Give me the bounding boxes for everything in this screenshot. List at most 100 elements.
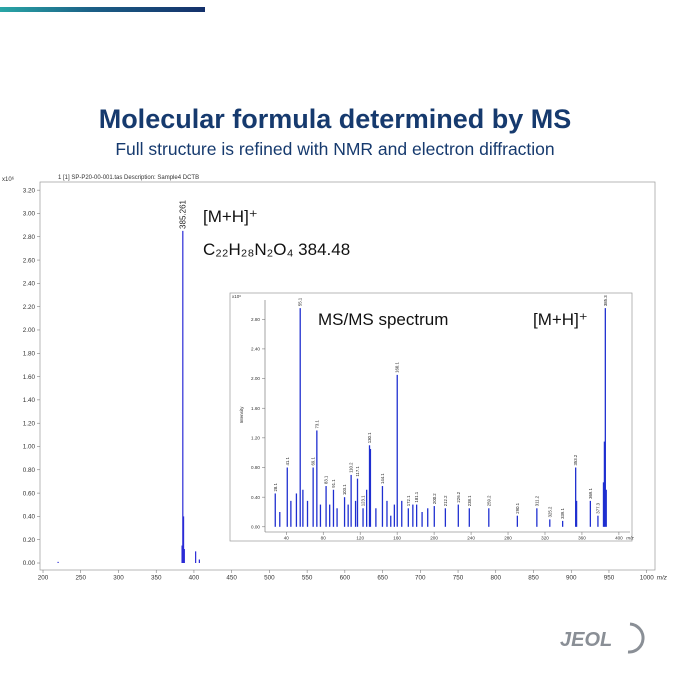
y-tick-label: 1.80 bbox=[23, 350, 36, 357]
y-tick-label: 3.20 bbox=[23, 187, 36, 194]
chart-header: 1 [1] SP-P20-00-001.tas Description: Sam… bbox=[58, 175, 199, 181]
peak-label: 325.2 bbox=[547, 506, 552, 517]
y-tick-label: 0.60 bbox=[23, 490, 36, 497]
y-tick-label: 1.00 bbox=[23, 444, 36, 451]
peak-label: 130.1 bbox=[367, 432, 372, 443]
y-tick-label: 0.80 bbox=[23, 467, 36, 474]
y-tick-label: 1.20 bbox=[23, 420, 36, 427]
y-tick-label: 2.40 bbox=[251, 347, 260, 352]
annotation: C₂₂H₂₈N₂O₄ 384.48 bbox=[203, 240, 350, 259]
peak-label: 83.1 bbox=[324, 475, 329, 484]
x-tick-label: 240 bbox=[467, 536, 475, 541]
x-tick-label: 300 bbox=[113, 574, 124, 581]
annotation: [M+H]⁺ bbox=[533, 310, 588, 329]
x-tick-label: 450 bbox=[226, 574, 237, 581]
peak-label: 377.3 bbox=[595, 502, 600, 513]
x-tick-label: 200 bbox=[430, 536, 438, 541]
x-tick-label: 400 bbox=[189, 574, 200, 581]
x-tick-label: 80 bbox=[321, 536, 327, 541]
y-tick-label: 0.80 bbox=[251, 465, 260, 470]
y-tick-label: 2.00 bbox=[23, 327, 36, 334]
peak-label: 200.2 bbox=[432, 493, 437, 504]
y-tick-label: 2.80 bbox=[23, 234, 36, 241]
peak-label: 91.1 bbox=[331, 479, 336, 488]
x-tick-label: 700 bbox=[415, 574, 426, 581]
peak-label: 212.2 bbox=[443, 495, 448, 506]
slide-title: Molecular formula determined by MS bbox=[99, 104, 572, 134]
x-tick-label: 800 bbox=[491, 574, 502, 581]
x-tick-label: 360 bbox=[578, 536, 586, 541]
msms-chart: x10⁶ Intensity MS/MS spectrum [M+H]⁺ 0.0… bbox=[229, 292, 634, 542]
ms-chart: x10⁶ 1 [1] SP-P20-00-001.tas Description… bbox=[2, 175, 668, 581]
logo: JEOL bbox=[560, 622, 645, 654]
peak-label: 144.1 bbox=[380, 473, 385, 484]
x-tick-label: 1000 bbox=[640, 574, 655, 581]
x-tick-label: 550 bbox=[302, 574, 313, 581]
peak-label: 181.1 bbox=[414, 491, 419, 502]
annotation: MS/MS spectrum bbox=[318, 310, 448, 329]
y-tick-label: 1.60 bbox=[23, 374, 36, 381]
multiplier: x10⁶ bbox=[2, 176, 15, 183]
annotation: [M+H]⁺ bbox=[203, 207, 258, 226]
peak-label: 123.1 bbox=[361, 495, 366, 506]
y-tick-label: 3.00 bbox=[23, 211, 36, 218]
peak-label: 110.2 bbox=[349, 462, 354, 473]
x-tick-label: 500 bbox=[264, 574, 275, 581]
x-tick-label: 250 bbox=[75, 574, 86, 581]
x-tick-label: 40 bbox=[284, 536, 290, 541]
y-tick-label: 0.20 bbox=[23, 537, 36, 544]
x-tick-label: 950 bbox=[604, 574, 615, 581]
peak-label: 117.1 bbox=[355, 466, 360, 477]
y-tick-label: 2.20 bbox=[23, 304, 36, 311]
y-axis-label: Intensity bbox=[239, 406, 244, 424]
x-tick-label: 750 bbox=[453, 574, 464, 581]
x-tick-label: 280 bbox=[504, 536, 512, 541]
y-tick-label: 0.40 bbox=[23, 514, 36, 521]
y-tick-label: 2.80 bbox=[251, 317, 260, 322]
y-tick-label: 1.40 bbox=[23, 397, 36, 404]
y-tick-label: 2.00 bbox=[251, 376, 260, 381]
peak-label: 41.1 bbox=[285, 457, 290, 466]
y-tick-label: 1.20 bbox=[251, 435, 260, 440]
logo-swoosh bbox=[627, 622, 645, 654]
x-tick-label: 600 bbox=[340, 574, 351, 581]
top-bar bbox=[0, 7, 205, 12]
plot-frame bbox=[39, 181, 656, 571]
y-tick-label: 2.60 bbox=[23, 257, 36, 264]
peak-label: 369.1 bbox=[588, 488, 593, 499]
peak-label: 160.1 bbox=[395, 361, 400, 372]
y-tick-label: 0.40 bbox=[251, 495, 260, 500]
peak-label: 311.2 bbox=[534, 495, 539, 506]
y-tick-label: 1.60 bbox=[251, 406, 260, 411]
y-tick-label: 2.40 bbox=[23, 281, 36, 288]
peak-label: 28.1 bbox=[273, 482, 278, 491]
x-tick-label: 650 bbox=[377, 574, 388, 581]
logo-text: JEOL bbox=[560, 629, 612, 651]
peak-label: 385.261 bbox=[179, 199, 188, 228]
peak-label: 226.2 bbox=[456, 491, 461, 502]
peak-label: 69.1 bbox=[311, 457, 316, 466]
x-tick-label: 400 bbox=[615, 536, 623, 541]
x-unit: m/z bbox=[657, 574, 668, 581]
x-tick-label: 160 bbox=[393, 536, 401, 541]
peak-label: 353.2 bbox=[573, 454, 578, 465]
peak-label: 259.2 bbox=[486, 495, 491, 506]
x-tick-label: 350 bbox=[151, 574, 162, 581]
peak-label: 339.1 bbox=[560, 508, 565, 519]
y-tick-label: 0.00 bbox=[23, 560, 36, 567]
peak-label: 55.1 bbox=[298, 297, 303, 306]
peak-label: 73.1 bbox=[314, 419, 319, 428]
x-tick-label: 320 bbox=[541, 536, 549, 541]
peak-label: 238.1 bbox=[467, 495, 472, 506]
x-tick-label: 200 bbox=[38, 574, 49, 581]
peak-label: 290.1 bbox=[515, 502, 520, 513]
peak-label: 385.3 bbox=[603, 295, 608, 306]
y-tick-label: 0.00 bbox=[251, 524, 260, 529]
slide-subtitle: Full structure is refined with NMR and e… bbox=[115, 139, 554, 159]
peak-label: 103.1 bbox=[342, 484, 347, 495]
multiplier: x10⁶ bbox=[232, 294, 241, 299]
x-tick-label: 850 bbox=[528, 574, 539, 581]
x-tick-label: 120 bbox=[356, 536, 364, 541]
peak-label: 172.1 bbox=[406, 495, 411, 506]
